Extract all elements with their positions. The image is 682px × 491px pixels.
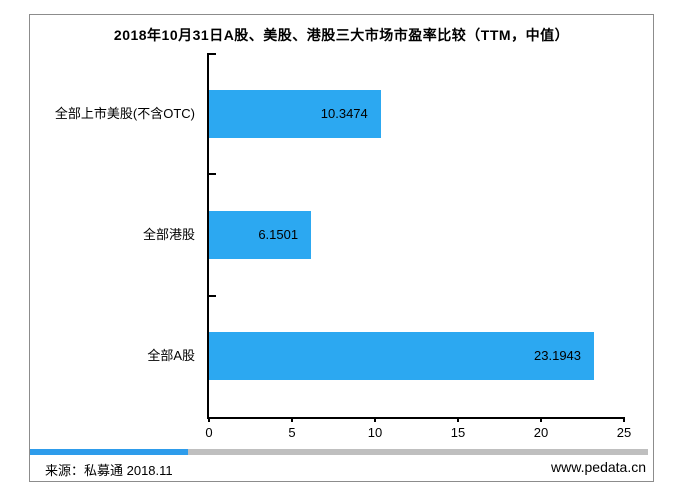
- x-axis-tick-label: 0: [205, 425, 213, 440]
- bar-1: 6.1501: [209, 211, 312, 259]
- bar-value-label: 23.1943: [534, 348, 582, 364]
- bar-2: 23.1943: [209, 332, 595, 381]
- chart-title: 2018年10月31日A股、美股、港股三大市场市盈率比较（TTM，中值）: [113, 27, 570, 43]
- category-label-1: 全部港股: [142, 227, 195, 242]
- bar-0: 10.3474: [209, 89, 381, 138]
- x-axis-tick-label: 25: [616, 425, 632, 440]
- bar-value-label: 10.3474: [320, 105, 368, 121]
- x-axis-tick: [291, 417, 293, 422]
- x-axis-tick: [208, 417, 210, 422]
- website-watermark: www.pedata.cn: [551, 459, 646, 475]
- bar-value-label: 6.1501: [258, 227, 299, 242]
- x-axis-tick: [540, 417, 542, 422]
- x-axis-tick-label: 15: [450, 425, 466, 440]
- scrollbar-track[interactable]: [188, 449, 648, 455]
- x-axis-tick-label: 20: [533, 425, 549, 440]
- category-label-0: 全部上市美股(不含OTC): [54, 105, 195, 121]
- horizontal-scrollbar[interactable]: [30, 449, 648, 455]
- x-axis-tick: [623, 417, 625, 422]
- y-axis-tick: [209, 173, 216, 176]
- x-axis-tick-label: 5: [288, 425, 296, 440]
- source-label: 来源：私募通 2018.11: [45, 463, 173, 478]
- category-axis-labels: 全部上市美股(不含OTC) 全部港股全部A股: [30, 53, 201, 417]
- x-axis-tick-label: 10: [367, 425, 383, 440]
- x-axis-tick: [457, 417, 459, 422]
- y-axis-tick: [209, 53, 216, 55]
- x-axis-tick: [374, 417, 376, 422]
- chart-frame: 2018年10月31日A股、美股、港股三大市场市盈率比较（TTM，中值） 全部上…: [29, 14, 654, 482]
- chart-footer: 来源：私募通 2018.11 www.pedata.cn: [30, 457, 653, 481]
- scrollbar-thumb[interactable]: [30, 449, 188, 455]
- category-label-2: 全部A股: [147, 348, 195, 364]
- plot-area: 10.3474 6.1501 23.1943 0 5 10 15 20 25: [205, 53, 631, 440]
- y-axis-tick: [209, 294, 216, 297]
